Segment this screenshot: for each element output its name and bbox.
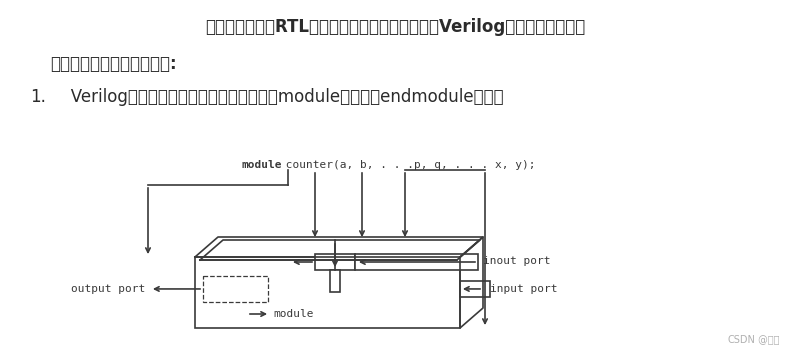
Text: Verilog代码的基本单位是模块，以保留字module开始，以endmodule结束；: Verilog代码的基本单位是模块，以保留字module开始，以endmodul…	[55, 88, 504, 106]
Text: counter(a, b, . . .p, q, . . . x, y);: counter(a, b, . . .p, q, . . . x, y);	[279, 160, 536, 170]
Text: 构，现对主要内容进行总结:: 构，现对主要内容进行总结:	[50, 55, 176, 73]
Bar	[355, 254, 478, 270]
Bar	[195, 257, 460, 328]
Text: 1.: 1.	[30, 88, 46, 106]
Text: 这是一个典型的RTL代码，从这个例子中可以看出Verilog语言的基本语法结: 这是一个典型的RTL代码，从这个例子中可以看出Verilog语言的基本语法结	[205, 18, 585, 36]
Text: @移知: @移知	[755, 335, 779, 345]
Text: module: module	[242, 160, 282, 170]
Bar	[203, 276, 268, 302]
Text: inout port: inout port	[483, 256, 551, 266]
Text: module: module	[273, 309, 313, 319]
Text: output port: output port	[70, 284, 145, 294]
Bar	[330, 270, 340, 292]
Bar	[315, 254, 355, 270]
Text: CSDN: CSDN	[727, 335, 755, 345]
Text: input port: input port	[490, 284, 558, 294]
Bar	[460, 281, 490, 297]
